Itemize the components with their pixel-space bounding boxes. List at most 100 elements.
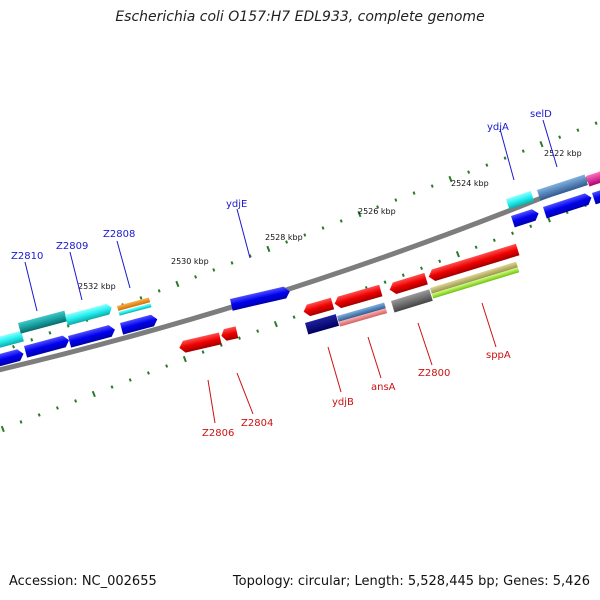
scale-label: 2526 kbp	[358, 207, 396, 216]
major-tick	[175, 280, 180, 288]
minor-tick	[383, 280, 387, 284]
forward-gene-labels	[24, 119, 558, 312]
gene-arrow	[179, 332, 222, 353]
map-title: Escherichia coli O157:H7 EDL933, complet…	[115, 9, 485, 25]
gene-arrow	[68, 325, 115, 348]
major-tick	[455, 251, 460, 258]
minor-tick	[285, 240, 289, 244]
gene-arrow	[592, 188, 600, 205]
gene-label-z2809: Z2809	[56, 241, 88, 252]
inner-tick-track	[0, 203, 587, 433]
minor-tick	[492, 238, 496, 243]
gene-arrow	[338, 308, 388, 327]
gene-label-sppa: sppA	[486, 350, 511, 361]
major-tick	[182, 355, 187, 363]
gene-arrow	[337, 302, 386, 322]
accession-label: Accession: NC_002655	[9, 574, 157, 589]
scale-labels: 2522 kbp 2524 kbp 2526 kbp 2528 kbp 2530…	[78, 149, 582, 291]
minor-tick	[376, 205, 380, 209]
gene-label-z2806: Z2806	[202, 428, 234, 439]
minor-tick	[230, 261, 234, 265]
gene-label-seld: selD	[530, 109, 552, 120]
minor-tick	[485, 163, 489, 167]
scale-label: 2522 kbp	[544, 149, 582, 158]
minor-tick	[37, 413, 41, 417]
minor-tick	[576, 128, 580, 132]
minor-tick	[558, 135, 562, 139]
gene-arrow	[334, 284, 383, 309]
gene-arrow	[506, 190, 535, 210]
minor-tick	[139, 296, 143, 300]
gene-arrow	[118, 303, 152, 316]
scale-label: 2530 kbp	[171, 257, 209, 266]
minor-tick	[401, 273, 405, 277]
scale-label: 2532 kbp	[78, 282, 116, 291]
gene-arrow	[303, 297, 335, 317]
genome-info-label: Topology: circular; Length: 5,528,445 bp…	[232, 574, 590, 589]
gene-arrow	[431, 267, 520, 299]
minor-tick	[256, 329, 260, 333]
minor-tick	[321, 226, 325, 230]
reverse-gene-label-texts: sppA Z2800 ansA ydjB Z2804 Z2806	[202, 350, 511, 439]
forward-gene-label-texts: selD ydjA ydjE Z2808 Z2809 Z2810	[11, 109, 552, 262]
gene-label-z2810: Z2810	[11, 251, 43, 262]
minor-tick	[420, 266, 423, 270]
outer-tick-track	[12, 121, 598, 349]
minor-tick	[19, 420, 23, 424]
major-tick	[91, 390, 96, 398]
minor-tick	[110, 385, 114, 389]
forward-strand-features	[0, 169, 600, 368]
gene-arrow	[120, 314, 158, 335]
minor-tick	[146, 371, 150, 375]
minor-tick	[474, 245, 478, 249]
gene-arrow	[428, 243, 520, 282]
minor-tick	[438, 259, 442, 263]
major-tick	[357, 210, 362, 218]
minor-tick	[30, 338, 34, 342]
gene-arrow	[586, 169, 600, 187]
minor-tick	[194, 275, 198, 279]
gene-arrow	[389, 272, 428, 295]
minor-tick	[529, 224, 533, 229]
minor-tick	[48, 331, 52, 335]
minor-tick	[339, 219, 343, 223]
reverse-gene-labels	[207, 302, 497, 424]
gene-label-ydjb: ydjB	[332, 397, 354, 408]
gene-arrow	[537, 174, 588, 201]
gene-label-z2804: Z2804	[241, 418, 273, 429]
gene-arrow	[24, 335, 70, 358]
gene-arrow	[511, 209, 539, 228]
major-tick	[448, 175, 453, 183]
major-tick	[0, 425, 5, 433]
gene-arrow	[221, 326, 239, 341]
minor-tick	[212, 268, 216, 272]
gene-label-z2808: Z2808	[103, 229, 135, 240]
major-tick	[539, 140, 544, 148]
minor-tick	[303, 233, 307, 237]
gene-arrow	[305, 314, 340, 335]
gene-label-ydje: ydjE	[226, 199, 247, 210]
gene-arrow	[230, 286, 290, 311]
minor-tick	[66, 324, 70, 328]
gene-arrow	[543, 193, 592, 219]
minor-tick	[55, 406, 59, 410]
minor-tick	[74, 399, 78, 403]
gene-arrow	[0, 330, 24, 349]
gene-label-ansa: ansA	[371, 382, 396, 393]
scale-label: 2524 kbp	[451, 179, 489, 188]
minor-tick	[394, 198, 398, 202]
minor-tick	[521, 149, 525, 153]
gene-arrow	[391, 289, 433, 313]
minor-tick	[165, 364, 169, 368]
minor-tick	[467, 170, 471, 174]
gene-label-ydja: ydjA	[487, 122, 509, 133]
gene-arrow	[0, 349, 24, 368]
minor-tick	[412, 191, 416, 195]
scale-label: 2528 kbp	[265, 233, 303, 242]
major-tick	[273, 320, 278, 328]
major-tick	[266, 245, 271, 253]
minor-tick	[511, 231, 515, 236]
minor-tick	[503, 156, 507, 160]
gene-label-z2800: Z2800	[418, 368, 450, 379]
